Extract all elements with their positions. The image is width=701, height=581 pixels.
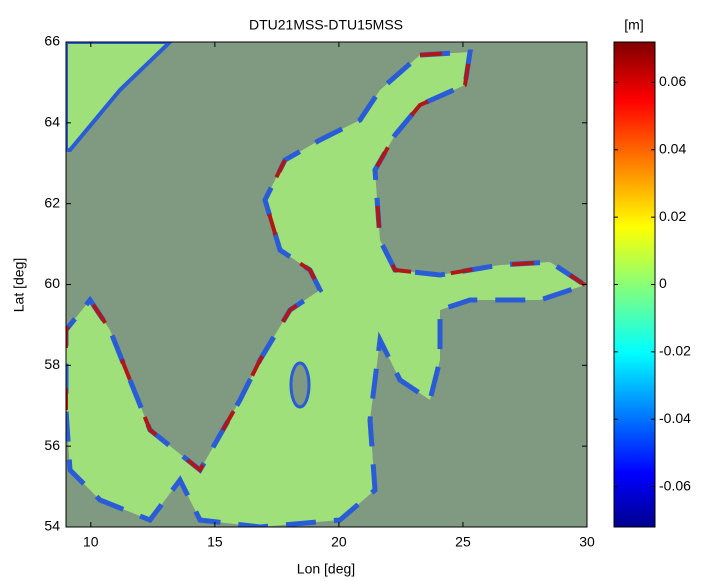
colorbar-tick-label: -0.04 — [659, 410, 691, 426]
y-tick-label: 66 — [44, 33, 60, 49]
x-tick-label: 15 — [207, 534, 223, 550]
colorbar-tick-label: 0.06 — [659, 73, 686, 89]
x-tick-label: 30 — [579, 534, 595, 550]
north-sea — [66, 42, 173, 152]
colorbar-tick-label: -0.02 — [659, 343, 691, 359]
colorbar — [613, 41, 656, 528]
sea-edge — [66, 49, 587, 474]
map — [66, 42, 587, 527]
y-tick-label: 60 — [44, 275, 60, 291]
y-tick-label: 54 — [44, 518, 60, 534]
chart-title: DTU21MSS-DTU15MSS — [249, 17, 403, 33]
x-axis-label: Lon [deg] — [297, 561, 355, 577]
x-tick-label: 25 — [455, 534, 471, 550]
y-tick-label: 62 — [44, 194, 60, 210]
y-tick-label: 56 — [44, 437, 60, 453]
x-tick-label: 20 — [331, 534, 347, 550]
colorbar-tick-label: 0 — [659, 275, 667, 291]
colorbar-tick-label: 0.02 — [659, 208, 686, 224]
colorbar-label: [m] — [624, 17, 643, 33]
y-tick-label: 58 — [44, 356, 60, 372]
y-axis-label: Lat [deg] — [11, 258, 27, 313]
x-tick-label: 10 — [83, 534, 99, 550]
colorbar-tick-label: 0.04 — [659, 140, 686, 156]
y-tick-label: 64 — [44, 114, 60, 130]
island — [289, 361, 311, 409]
colorbar-tick-label: -0.06 — [659, 477, 691, 493]
sea — [66, 49, 587, 527]
